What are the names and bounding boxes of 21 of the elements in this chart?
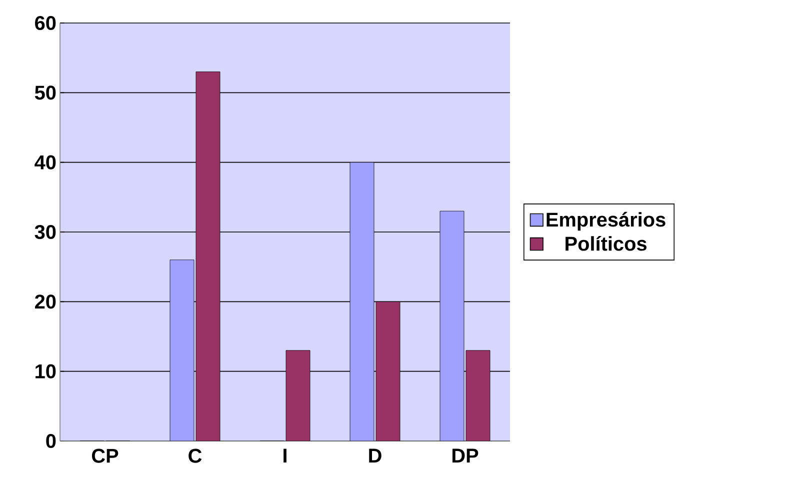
y-tick-label: 50 bbox=[34, 86, 56, 100]
bar bbox=[440, 210, 464, 441]
y-tick-label: 10 bbox=[36, 364, 56, 378]
y-tick-label: 20 bbox=[35, 294, 56, 309]
bar bbox=[170, 260, 194, 441]
legend-label: Políticos bbox=[566, 236, 646, 251]
x-tick-label: C bbox=[188, 448, 202, 463]
bar bbox=[286, 350, 310, 441]
x-tick-label: D bbox=[369, 448, 382, 462]
y-tick-label: 0 bbox=[46, 434, 56, 448]
x-tick-label: CP bbox=[92, 448, 118, 463]
bar bbox=[376, 301, 400, 441]
y-tick-label: 30 bbox=[34, 224, 56, 240]
bar bbox=[350, 162, 374, 441]
x-tick-label: I bbox=[284, 448, 286, 462]
bar bbox=[466, 350, 490, 441]
y-tick-label: 40 bbox=[34, 155, 56, 170]
y-tick-label: 60 bbox=[35, 16, 56, 30]
x-tick-label: DP bbox=[452, 448, 478, 462]
bar bbox=[196, 72, 220, 441]
legend-label: Empresários bbox=[546, 212, 666, 231]
